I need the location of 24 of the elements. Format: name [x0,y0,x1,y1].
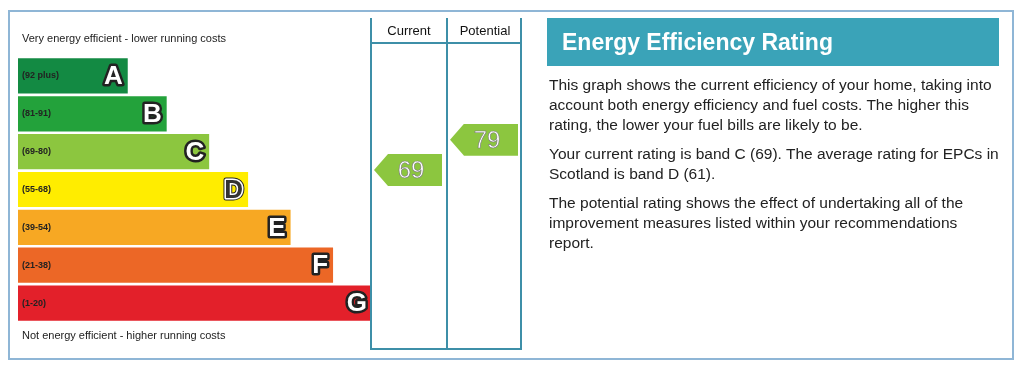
y-tick-label: D [224,173,244,204]
text: Your current rating is band C (69). The average rating for EPCs in Scotland is band D (61). [549,144,999,184]
y-tick-label: G [346,287,367,318]
text: Very energy efficient - lower running costs [22,32,227,45]
annotation: (21-38) [22,259,52,270]
data-label: 69 [374,153,442,186]
y-tick-label: B [142,97,162,128]
annotation: (39-54) [22,221,52,232]
category-label: Potential [448,18,522,44]
annotation: (1-20) [22,297,47,308]
text: Not energy efficient - higher running costs [22,329,226,342]
data-label: 79 [450,123,518,156]
text: The potential rating shows the effect of undertaking all of the improvement measures listed within your recommendations report. [549,193,965,253]
text: Energy Efficiency Rating [547,18,999,66]
y-tick-label: C [185,135,205,166]
category-label: Current [372,18,446,44]
annotation: (92 plus) [22,70,60,81]
annotation: (69-80) [22,146,52,157]
y-tick-label: F [312,249,329,280]
text: This graph shows the current efficiency of your home, taking into account both energy efficiency and fuel costs. The higher this rating, the lower your fuel bills are likely to be. [549,75,993,135]
annotation: (55-68) [22,183,52,194]
annotation: (81-91) [22,108,52,119]
y-tick-label: A [103,60,123,91]
y-tick-label: E [268,211,286,242]
